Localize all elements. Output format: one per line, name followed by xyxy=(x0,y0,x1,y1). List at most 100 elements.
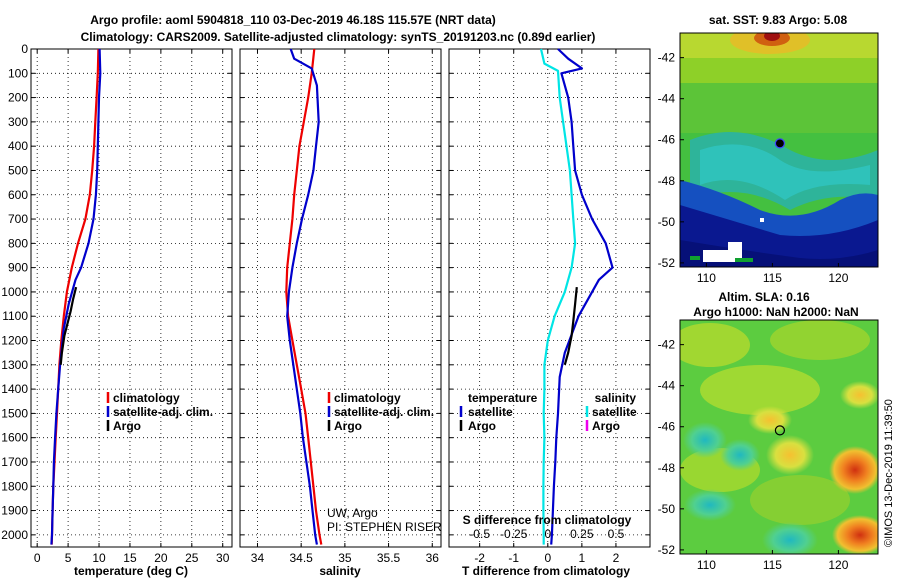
sst-map-frame xyxy=(679,32,879,268)
x-tick-label: 36 xyxy=(426,551,440,565)
map-y-tick-label: -44 xyxy=(658,379,676,393)
credit-line-2: PI: STEPHEN RISER xyxy=(327,520,442,534)
y-tick-label: 600 xyxy=(8,188,28,202)
map-x-tick-label: 120 xyxy=(828,558,848,572)
salinity-panel xyxy=(239,48,442,548)
temperature-axis-label: temperature (deg C) xyxy=(74,564,188,578)
legend-label-satellite: satellite-adj. clim. xyxy=(334,405,434,419)
series-layer xyxy=(50,48,614,545)
series-temperature-satellite xyxy=(550,48,614,545)
y-tick-label: 1100 xyxy=(2,309,28,323)
x-tick-label: 0 xyxy=(34,551,41,565)
y-tick-label: 1800 xyxy=(1,479,28,493)
x-tick-label: 10 xyxy=(92,551,106,565)
y-tick-label: 900 xyxy=(8,261,28,275)
series-salinity-satellite xyxy=(539,48,577,545)
sla-map-title-2: Argo h1000: NaN h2000: NaN xyxy=(693,305,858,319)
legend-title-temperature: temperature xyxy=(468,391,538,405)
x-tick-label: -1 xyxy=(508,551,519,565)
temperature-legend: climatology satellite-adj. clim. Argo xyxy=(106,391,213,433)
y-tick-label: 300 xyxy=(8,115,28,129)
x-tick-label: 35 xyxy=(338,551,352,565)
map-y-tick-label: -48 xyxy=(658,174,676,188)
y-tick-label: 1300 xyxy=(1,358,28,372)
sst-map xyxy=(680,33,878,267)
x-tick-label: 20 xyxy=(154,551,168,565)
difference-legend: temperature satellite Argo salinity sate… xyxy=(459,391,637,433)
map-y-tick-label: -50 xyxy=(658,502,676,516)
legend-label-climatology: climatology xyxy=(113,391,180,405)
y-tick-label: 2000 xyxy=(1,528,28,542)
series-argo xyxy=(59,286,78,365)
map-y-tick-label: -48 xyxy=(658,461,676,475)
legend-title-salinity: salinity xyxy=(595,391,637,405)
y-tick-label: 1000 xyxy=(1,285,28,299)
y-tick-label: 400 xyxy=(8,139,28,153)
x-tick-label: 5 xyxy=(65,551,72,565)
sla-map-frame xyxy=(679,319,879,555)
y-tick-label: 1500 xyxy=(1,406,28,420)
x-tick-label: 1 xyxy=(579,551,586,565)
map-y-tick-label: -52 xyxy=(658,543,676,557)
y-tick-label: 1900 xyxy=(1,504,28,518)
salinity-legend: climatology satellite-adj. clim. Argo xyxy=(327,391,434,433)
t-difference-axis-label: T difference from climatology xyxy=(462,564,630,578)
legend-label-argo: Argo xyxy=(334,419,362,433)
s-diff-tick-label: 0.25 xyxy=(570,527,594,541)
map-x-tick-label: 120 xyxy=(828,271,848,285)
x-tick-label: 30 xyxy=(216,551,230,565)
x-tick-label: 34.5 xyxy=(289,551,313,565)
sla-map-title-1: Altim. SLA: 0.16 xyxy=(718,290,810,304)
s-diff-tick-label: -0.25 xyxy=(500,527,528,541)
legend-label-salinity-argo: Argo xyxy=(592,419,620,433)
difference-panel xyxy=(448,48,651,548)
y-tick-label: 1400 xyxy=(1,382,28,396)
title-line-2: Climatology: CARS2009. Satellite-adjuste… xyxy=(81,30,596,44)
sst-float-marker xyxy=(774,138,786,149)
map-y-tick-label: -50 xyxy=(658,215,676,229)
map-y-tick-label: -44 xyxy=(658,92,676,106)
y-tick-label: 1600 xyxy=(1,431,28,445)
x-tick-label: 2 xyxy=(613,551,620,565)
sst-map-title: sat. SST: 9.83 Argo: 5.08 xyxy=(709,13,848,27)
series-temperature-argo xyxy=(563,286,578,366)
y-tick-label: 700 xyxy=(8,212,28,226)
y-tick-label: 800 xyxy=(8,236,28,250)
axis-ticks: 0100200300400500600700800900100011001200… xyxy=(1,42,650,565)
y-tick-label: 0 xyxy=(21,42,28,56)
s-diff-tick-label: -0.5 xyxy=(469,527,490,541)
map-y-tick-label: -42 xyxy=(658,51,676,65)
temperature-panel xyxy=(30,48,233,548)
map-y-tick-label: -52 xyxy=(658,256,676,270)
x-tick-label: 34 xyxy=(251,551,265,565)
grid-lines xyxy=(31,48,650,547)
map-y-tick-label: -46 xyxy=(658,133,676,147)
s-diff-tick-label: 0 xyxy=(544,527,551,541)
y-tick-label: 500 xyxy=(8,163,28,177)
y-tick-label: 1700 xyxy=(1,455,28,469)
legend-label-temperature-satellite: satellite xyxy=(468,405,513,419)
y-tick-label: 1200 xyxy=(1,334,28,348)
sla-map xyxy=(680,320,878,554)
legend-label-salinity-satellite: satellite xyxy=(592,405,637,419)
watermark: ©IMOS 13-Dec-2019 11:39:50 xyxy=(883,399,895,547)
x-tick-label: 25 xyxy=(185,551,199,565)
legend-label-climatology: climatology xyxy=(334,391,401,405)
sla-float-marker xyxy=(774,425,786,436)
map-y-tick-label: -42 xyxy=(658,338,676,352)
s-difference-axis-label: S difference from climatology xyxy=(463,513,632,527)
x-tick-label: 35.5 xyxy=(377,551,401,565)
y-tick-label: 200 xyxy=(8,91,28,105)
credit-line-1: UW, Argo xyxy=(327,506,378,520)
map-x-tick-label: 110 xyxy=(697,558,716,572)
x-tick-label: -2 xyxy=(474,551,485,565)
legend-label-satellite: satellite-adj. clim. xyxy=(113,405,213,419)
legend-label-argo: Argo xyxy=(113,419,141,433)
map-y-tick-label: -46 xyxy=(658,420,676,434)
series-satellite-adj-clim- xyxy=(286,48,320,545)
title-line-1: Argo profile: aoml 5904818_110 03-Dec-20… xyxy=(90,13,496,27)
y-tick-label: 100 xyxy=(8,66,28,80)
x-tick-label: 15 xyxy=(123,551,137,565)
map-x-tick-label: 115 xyxy=(763,271,782,285)
